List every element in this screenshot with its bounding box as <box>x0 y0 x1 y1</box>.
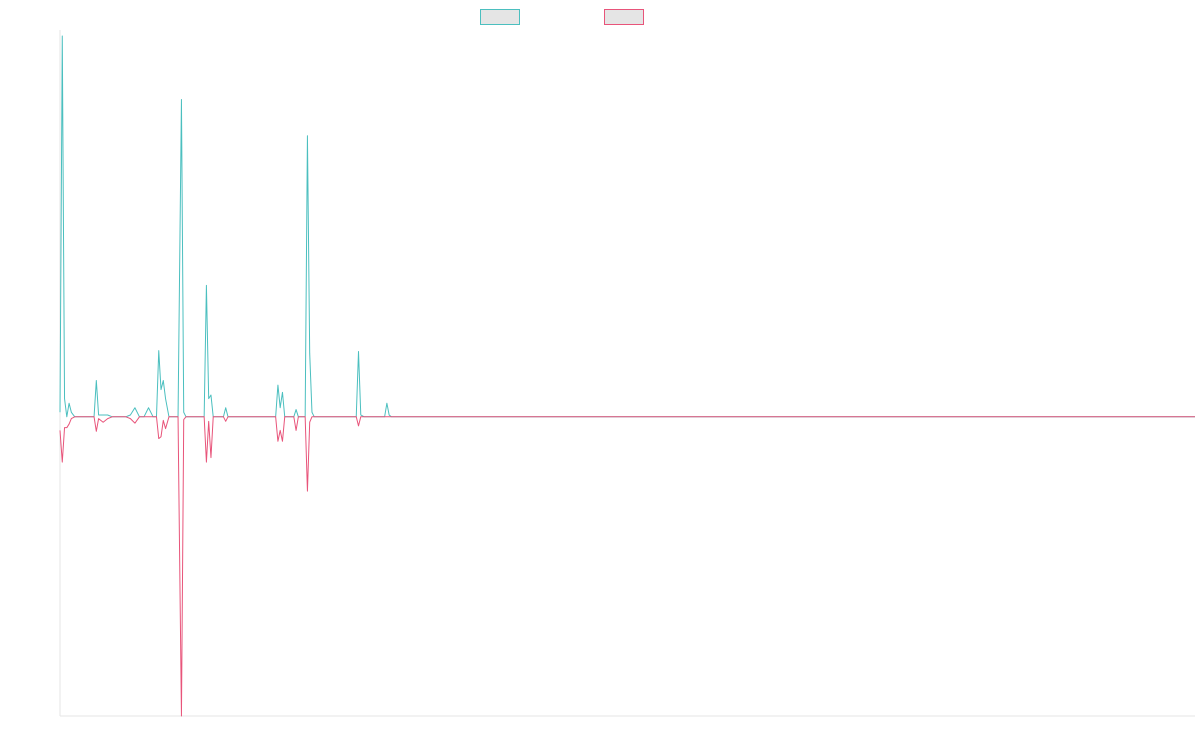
legend-swatch-series-2 <box>604 9 644 25</box>
series-line-1 <box>59 35 1195 418</box>
legend-item-series-2[interactable] <box>604 9 650 25</box>
series-group <box>59 35 1195 717</box>
legend-swatch-series-1 <box>480 9 520 25</box>
legend <box>0 9 1200 27</box>
legend-item-series-1[interactable] <box>480 9 526 25</box>
series-line-2 <box>59 416 1195 717</box>
